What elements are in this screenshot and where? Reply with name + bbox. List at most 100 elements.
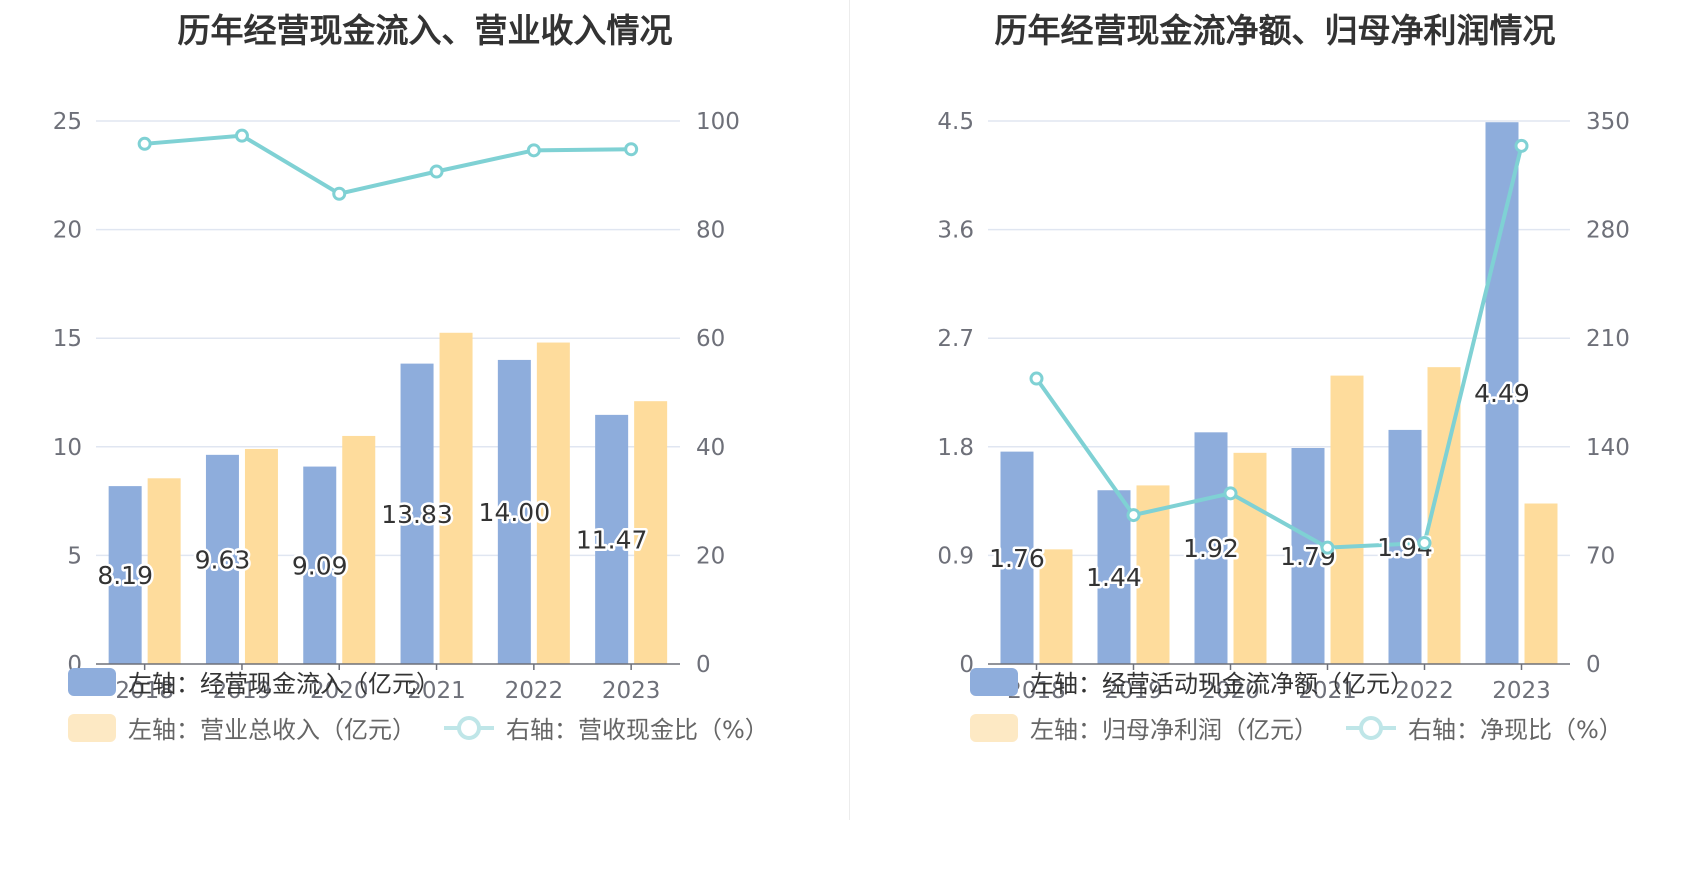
chart-panel-netcash-profit: 历年经营现金流净额、归母净利润情况 0 0 0.9 70 1.8 140 2.7 210 3.6… [850, 0, 1700, 874]
data-label-2023: 11.47 [576, 525, 648, 554]
legend-swatch-blue [970, 667, 1018, 696]
x-axis-tick-label: 2019 [213, 678, 272, 704]
bar-2019-blue [205, 454, 239, 664]
right-axis-tick-label: 280 [1586, 218, 1630, 244]
bar-2021-yellow [1330, 375, 1364, 664]
x-axis-tick-label: 2021 [1298, 678, 1357, 704]
ratio-point-2022 [1417, 535, 1432, 550]
ratio-point-2021 [429, 164, 444, 179]
legend-swatch-yellow [68, 713, 116, 742]
left-axis-tick-label: 15 [53, 326, 82, 352]
legend-item-net-operating-cash[interactable]: 左轴：经营活动现金流净额（亿元） [970, 664, 1414, 699]
legend-line-circle-icon [1346, 715, 1396, 740]
left-axis-tick-label: 0.9 [937, 543, 974, 569]
panel-divider [849, 0, 850, 820]
chart-title: 历年经营现金流净额、归母净利润情况 [994, 11, 1556, 50]
right-axis-tick-label: 20 [696, 543, 725, 569]
ratio-point-2019 [234, 128, 249, 143]
bar-2018-yellow [1039, 549, 1073, 664]
bar-2021-blue [400, 363, 434, 664]
bar-2022-yellow [536, 342, 570, 664]
bar-2018-blue [108, 486, 142, 664]
bar-2021-yellow [439, 332, 473, 664]
bar-2021-blue [1291, 448, 1325, 664]
legend-item-revenue-cash-ratio[interactable]: 右轴：营收现金比（%） [444, 710, 769, 745]
right-axis-tick-label: 60 [696, 326, 725, 352]
legend-item-cash-inflow[interactable]: 左轴：经营现金流入（亿元） [68, 664, 440, 699]
ratio-point-2019 [1126, 508, 1141, 523]
right-axis-tick-label: 80 [696, 218, 725, 244]
x-axis-tick-label: 2018 [115, 678, 174, 704]
legend-label: 左轴：经营现金流入（亿元） [128, 670, 440, 698]
right-axis-tick-label: 140 [1586, 435, 1630, 461]
ratio-line [144, 133, 632, 196]
legend-item-net-profit[interactable]: 左轴：归母净利润（亿元） [970, 710, 1318, 745]
legend-item-net-cash-ratio[interactable]: 右轴：净现比（%） [1346, 710, 1623, 745]
legend-label: 左轴：营业总收入（亿元） [128, 716, 416, 744]
right-axis-tick-label: 210 [1586, 326, 1630, 352]
x-axis-tick-label: 2022 [505, 678, 564, 704]
legend-swatch-yellow [970, 713, 1018, 742]
left-axis-tick-label: 5 [67, 543, 82, 569]
legend-label: 右轴：净现比（%） [1408, 716, 1623, 744]
bar-2020-yellow [1233, 452, 1267, 664]
data-label-2019: 9.63 [195, 545, 251, 574]
data-label-2018: 8.19 [97, 561, 153, 590]
x-axis-tick-label: 2020 [1201, 678, 1260, 704]
ratio-point-2023 [1514, 138, 1529, 153]
bar-2020-blue [1194, 432, 1228, 664]
legend-swatch-blue [68, 667, 116, 696]
left-axis-tick-label: 10 [53, 435, 82, 461]
right-axis-tick-label: 100 [696, 109, 740, 135]
left-axis-tick-label: 3.6 [937, 218, 974, 244]
data-label-2019: 1.44 [1086, 563, 1142, 592]
data-label-2020: 9.09 [292, 551, 348, 580]
legend-line-circle-icon [444, 715, 494, 740]
legend-label: 左轴：经营活动现金流净额（亿元） [1030, 670, 1414, 698]
bar-2019-blue [1097, 490, 1131, 664]
bar-2020-yellow [342, 435, 376, 664]
bar-2022-blue [497, 359, 531, 664]
bar-2023-blue [1485, 122, 1519, 664]
right-axis-tick-label: 350 [1586, 109, 1630, 135]
bar-2019-yellow [244, 448, 278, 664]
bar-2020-blue [303, 466, 337, 664]
bar-2023-yellow [634, 401, 668, 664]
x-axis-tick-label: 2023 [1492, 678, 1551, 704]
chart-title: 历年经营现金流入、营业收入情况 [177, 11, 673, 50]
data-label-2020: 1.92 [1183, 534, 1239, 563]
ratio-point-2021 [1320, 540, 1335, 555]
ratio-point-2018 [1029, 371, 1044, 386]
data-label-2023: 4.49 [1474, 379, 1530, 408]
x-axis-tick-label: 2022 [1395, 678, 1454, 704]
bar-2023-blue [595, 414, 629, 664]
bar-2018-blue [1000, 451, 1034, 664]
ratio-point-2023 [624, 142, 639, 157]
legend-label: 右轴：营收现金比（%） [506, 716, 769, 744]
data-label-2021: 13.83 [381, 500, 453, 529]
x-axis-tick-label: 2023 [602, 678, 661, 704]
legend: 左轴：经营活动现金流净额（亿元） 左轴：归母净利润（亿元） 右轴：净现比（%） [850, 0, 1700, 874]
ratio-point-2018 [137, 136, 152, 151]
right-axis-tick-label: 0 [1586, 652, 1601, 678]
left-axis-tick-label: 1.8 [937, 435, 974, 461]
left-axis-tick-label: 20 [53, 218, 82, 244]
ratio-point-2020 [332, 186, 347, 201]
x-axis-tick-label: 2020 [310, 678, 369, 704]
bar-2018-yellow [147, 478, 181, 664]
ratio-point-2020 [1223, 486, 1238, 501]
left-axis-tick-label: 2.7 [937, 326, 974, 352]
data-label-2018: 1.76 [989, 544, 1045, 573]
right-axis-tick-label: 0 [696, 652, 711, 678]
legend: 左轴：经营现金流入（亿元） 左轴：营业总收入（亿元） 右轴：营收现金比（%） [68, 664, 769, 745]
legend-item-revenue[interactable]: 左轴：营业总收入（亿元） [68, 710, 416, 745]
left-axis-tick-label: 25 [53, 109, 82, 135]
x-axis-tick-label: 2021 [407, 678, 466, 704]
chart-panel-cashflow-revenue: 历年经营现金流入、营业收入情况 0 0 5 20 10 40 15 60 20 80 25 100 20… [53, 11, 769, 745]
bar-2023-yellow [1524, 503, 1558, 664]
data-label-2022: 14.00 [479, 498, 551, 527]
ratio-line [1034, 145, 1524, 550]
